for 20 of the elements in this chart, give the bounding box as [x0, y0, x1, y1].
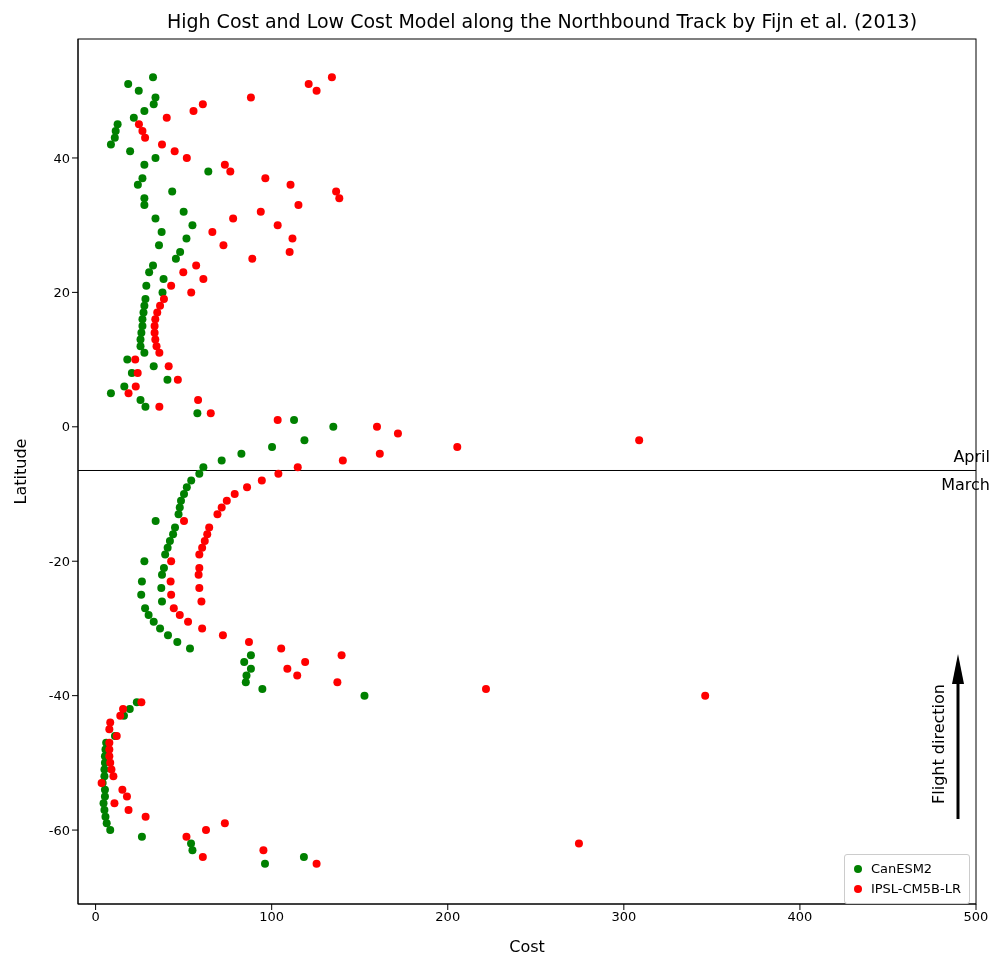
x-axis-title: Cost — [509, 937, 545, 956]
y-tick-label: -40 — [48, 688, 70, 704]
legend-label: CanESM2 — [870, 860, 933, 878]
annotation: March — [941, 475, 990, 495]
y-tick-label: 40 — [53, 150, 70, 166]
annotation: Flight direction — [929, 684, 948, 804]
legend-label: IPSL-CM5B-LR — [870, 880, 961, 898]
chart-title: High Cost and Low Cost Model along the Northbound Track by Fijn et al. (2013) — [165, 9, 919, 34]
x-tick-label: 200 — [435, 909, 461, 925]
x-tick-label: 400 — [787, 909, 813, 925]
x-tick-label: 0 — [91, 909, 100, 925]
x-tick-label: 300 — [611, 909, 637, 925]
y-tick-label: 20 — [53, 285, 70, 300]
x-tick-label: 500 — [963, 909, 989, 925]
y-tick-label: -20 — [48, 553, 70, 569]
y-tick-label: -60 — [48, 822, 70, 838]
x-tick-label: 100 — [259, 909, 285, 925]
y-axis-title: Latitude — [10, 438, 30, 505]
y-tick-label: 0 — [61, 419, 70, 435]
annotation: April — [953, 447, 990, 467]
